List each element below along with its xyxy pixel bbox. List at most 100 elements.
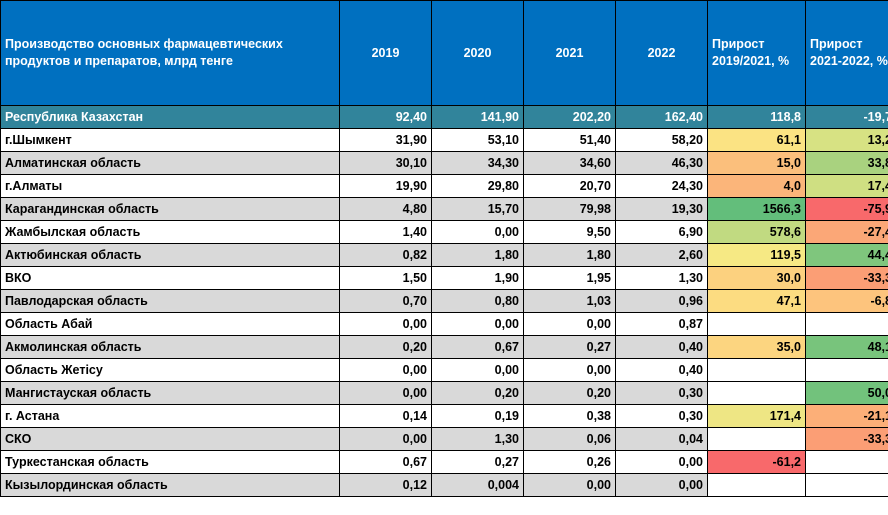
value-cell-2020: 0,27 [431,450,524,474]
value-cell-2020: 1,90 [431,266,524,290]
value-cell-2022: 58,20 [615,128,708,152]
region-name-cell: ВКО [0,266,340,290]
value-cell-2019: 0,00 [339,427,432,451]
growth-2021-2022-cell: 44,4 [805,243,888,267]
value-cell-2020: 29,80 [431,174,524,198]
growth-2021-2022-cell: 33,8 [805,151,888,175]
value-cell-2022: 0,87 [615,312,708,336]
region-name-cell: г. Астана [0,404,340,428]
value-cell-2022: 0,00 [615,473,708,497]
value-cell-2020: 0,00 [431,312,524,336]
growth-2021-2022-cell [805,312,888,336]
value-cell-2021: 20,70 [523,174,616,198]
table-header: Производство основных фармацевтических п… [0,0,888,106]
growth-2021-2022-cell: -19,7 [805,105,888,129]
value-cell-2021: 0,00 [523,312,616,336]
value-cell-2022: 46,30 [615,151,708,175]
growth-2019-2021-cell [707,381,806,405]
growth-2021-2022-cell: 13,2 [805,128,888,152]
value-cell-2020: 141,90 [431,105,524,129]
growth-2019-2021-cell: 578,6 [707,220,806,244]
header-growth-2021-2022: Прирост 2021-2022, % [805,0,888,106]
growth-2019-2021-cell: 30,0 [707,266,806,290]
growth-2021-2022-cell [805,358,888,382]
value-cell-2020: 1,30 [431,427,524,451]
value-cell-2019: 4,80 [339,197,432,221]
table-row: Область Жетісу 0,00 0,00 0,00 0,40 [0,358,888,382]
value-cell-2020: 34,30 [431,151,524,175]
value-cell-2019: 30,10 [339,151,432,175]
value-cell-2021: 0,20 [523,381,616,405]
growth-2021-2022-cell: -75,9 [805,197,888,221]
growth-2019-2021-cell: 119,5 [707,243,806,267]
value-cell-2019: 0,14 [339,404,432,428]
growth-2021-2022-cell: 17,4 [805,174,888,198]
growth-2021-2022-cell: 50,0 [805,381,888,405]
table-row: Мангистауская область 0,00 0,20 0,20 0,30 50,… [0,381,888,405]
table-row: Павлодарская область 0,70 0,80 1,03 0,96 47,1… [0,289,888,313]
growth-2021-2022-cell: -6,8 [805,289,888,313]
value-cell-2022: 2,60 [615,243,708,267]
value-cell-2022: 0,30 [615,381,708,405]
value-cell-2022: 19,30 [615,197,708,221]
value-cell-2020: 0,004 [431,473,524,497]
region-name-cell: г.Шымкент [0,128,340,152]
growth-2021-2022-cell [805,450,888,474]
growth-2019-2021-cell [707,427,806,451]
growth-2019-2021-cell: 35,0 [707,335,806,359]
value-cell-2019: 0,82 [339,243,432,267]
table-row: Акмолинская область 0,20 0,67 0,27 0,40 35,0 4… [0,335,888,359]
value-cell-2021: 0,00 [523,358,616,382]
value-cell-2021: 1,03 [523,289,616,313]
region-name-cell: СКО [0,427,340,451]
table-row: Актюбинская область 0,82 1,80 1,80 2,60 119,5… [0,243,888,267]
growth-2019-2021-cell: 1566,3 [707,197,806,221]
region-name-cell: Алматинская область [0,151,340,175]
growth-2019-2021-cell: -61,2 [707,450,806,474]
value-cell-2022: 0,30 [615,404,708,428]
value-cell-2019: 1,50 [339,266,432,290]
value-cell-2020: 0,00 [431,358,524,382]
value-cell-2020: 0,19 [431,404,524,428]
value-cell-2019: 0,00 [339,381,432,405]
growth-2019-2021-cell: 118,8 [707,105,806,129]
value-cell-2022: 162,40 [615,105,708,129]
value-cell-2022: 0,04 [615,427,708,451]
value-cell-2021: 34,60 [523,151,616,175]
value-cell-2022: 24,30 [615,174,708,198]
value-cell-2020: 0,20 [431,381,524,405]
region-name-cell: Республика Казахстан [0,105,340,129]
region-name-cell: Жамбылская область [0,220,340,244]
value-cell-2019: 0,00 [339,358,432,382]
growth-2021-2022-cell [805,473,888,497]
growth-2021-2022-cell: -33,3 [805,427,888,451]
region-name-cell: Павлодарская область [0,289,340,313]
value-cell-2022: 1,30 [615,266,708,290]
table-row: Туркестанская область 0,67 0,27 0,26 0,00 -61… [0,450,888,474]
table-row: Алматинская область 30,10 34,30 34,60 46,30 1… [0,151,888,175]
value-cell-2019: 0,20 [339,335,432,359]
value-cell-2022: 6,90 [615,220,708,244]
growth-2021-2022-cell: 48,1 [805,335,888,359]
value-cell-2021: 79,98 [523,197,616,221]
value-cell-2020: 0,67 [431,335,524,359]
table-row: Карагандинская область 4,80 15,70 79,98 19,3… [0,197,888,221]
table-row: Жамбылская область 1,40 0,00 9,50 6,90 578,6-… [0,220,888,244]
value-cell-2020: 15,70 [431,197,524,221]
region-name-cell: Мангистауская область [0,381,340,405]
growth-2019-2021-cell [707,358,806,382]
value-cell-2019: 0,67 [339,450,432,474]
value-cell-2020: 53,10 [431,128,524,152]
value-cell-2022: 0,96 [615,289,708,313]
value-cell-2019: 0,00 [339,312,432,336]
value-cell-2021: 1,95 [523,266,616,290]
value-cell-2020: 1,80 [431,243,524,267]
region-name-cell: г.Алматы [0,174,340,198]
region-name-cell: Актюбинская область [0,243,340,267]
value-cell-2022: 0,40 [615,335,708,359]
header-title: Производство основных фармацевтических п… [0,0,340,106]
growth-2021-2022-cell: -21,1 [805,404,888,428]
region-name-cell: Карагандинская область [0,197,340,221]
